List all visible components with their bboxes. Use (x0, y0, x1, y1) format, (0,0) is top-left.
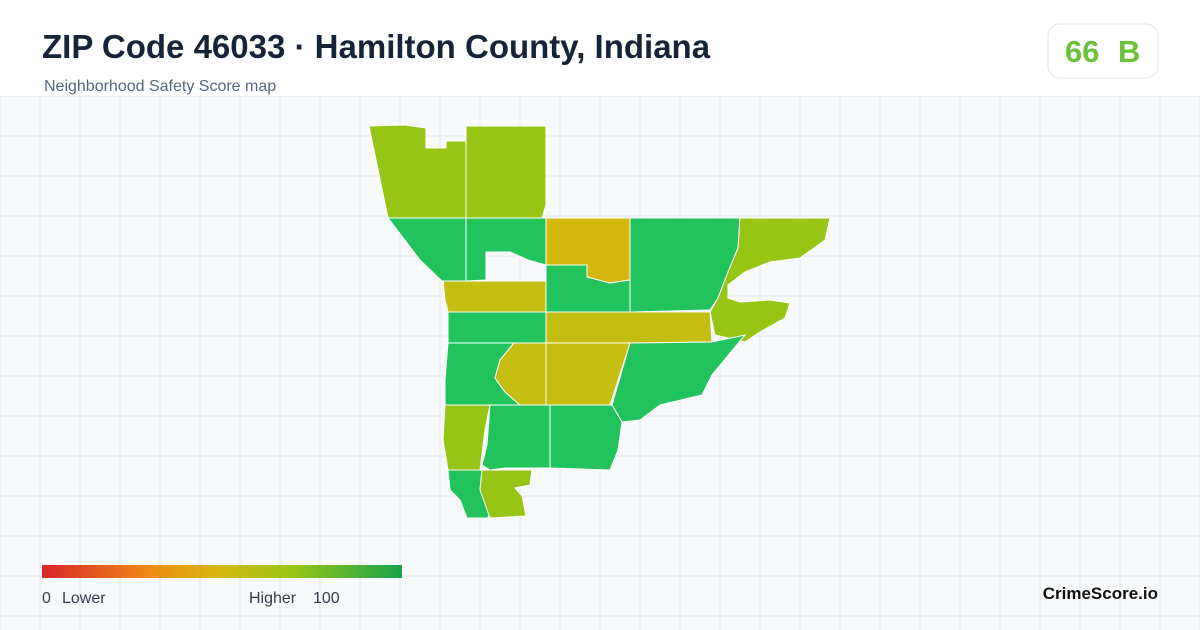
legend-max-label: Higher (249, 590, 297, 607)
brand: CrimeScore.io (1043, 584, 1158, 603)
header-band (0, 0, 1200, 96)
subtitle: Neighborhood Safety Score map (44, 78, 276, 95)
score-grade: B (1118, 34, 1140, 69)
legend-bar (42, 565, 402, 578)
zip-map (368, 124, 831, 519)
title: ZIP Code 46033 · Hamilton County, Indian… (42, 28, 711, 65)
legend-min-label: Lower (62, 590, 106, 607)
legend-max: 100 (313, 590, 340, 607)
score-value: 66 (1065, 34, 1099, 69)
score-badge (1047, 23, 1159, 79)
legend-min: 0 (42, 590, 51, 607)
